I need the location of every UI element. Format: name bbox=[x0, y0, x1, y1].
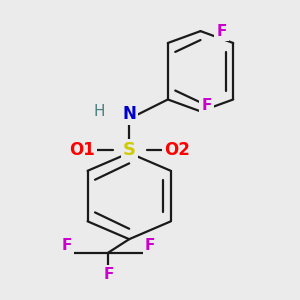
Text: F: F bbox=[103, 267, 114, 282]
Text: F: F bbox=[201, 98, 212, 113]
Text: H: H bbox=[94, 104, 105, 119]
Text: S: S bbox=[123, 141, 136, 159]
Text: F: F bbox=[61, 238, 72, 253]
Text: O1: O1 bbox=[69, 141, 94, 159]
Text: O2: O2 bbox=[164, 141, 190, 159]
Text: F: F bbox=[145, 238, 155, 253]
Text: N: N bbox=[122, 105, 136, 123]
Text: F: F bbox=[216, 24, 226, 39]
